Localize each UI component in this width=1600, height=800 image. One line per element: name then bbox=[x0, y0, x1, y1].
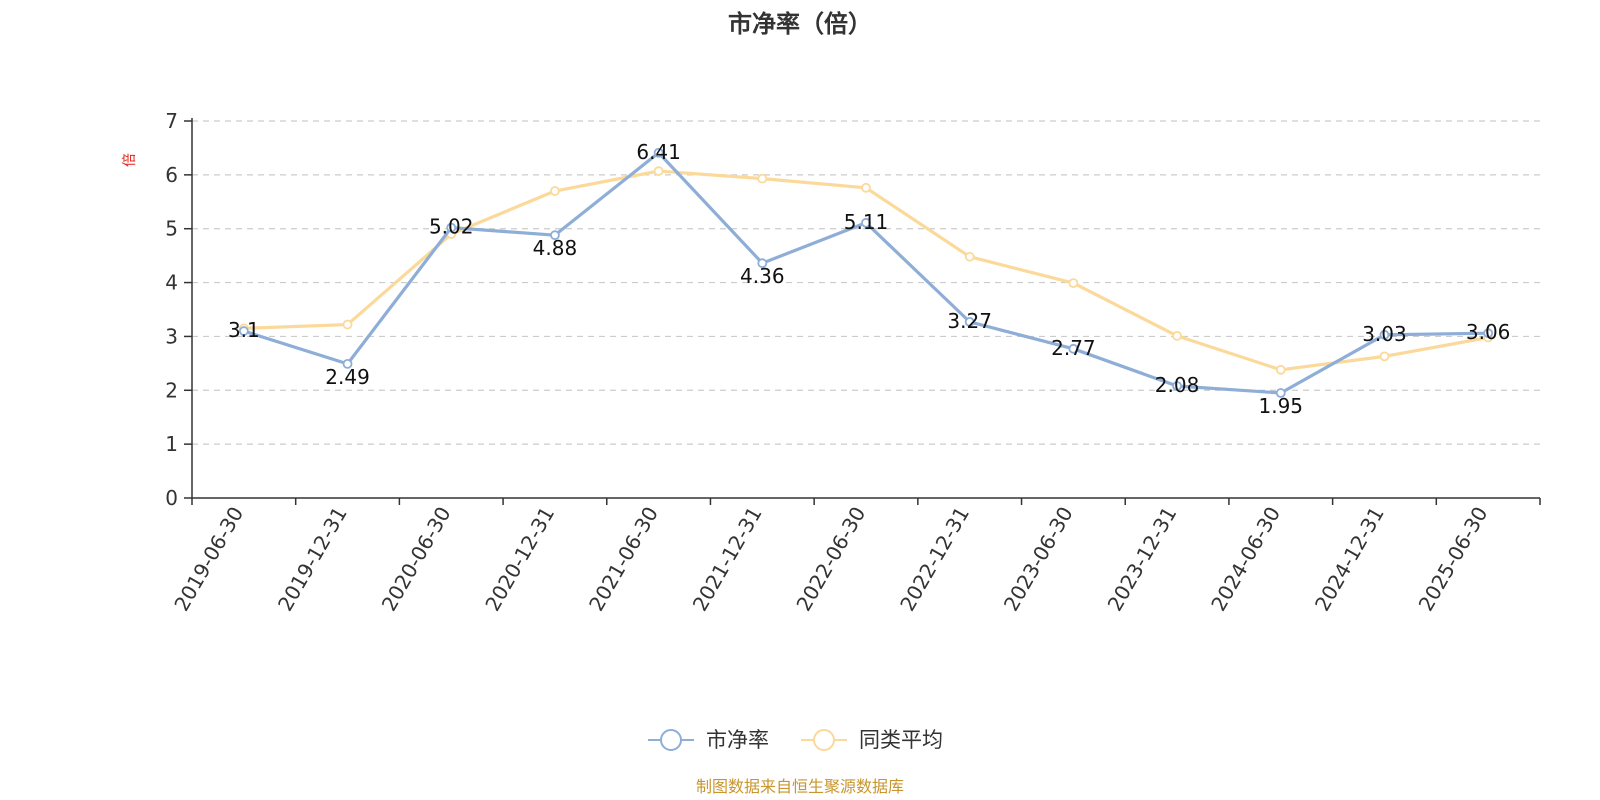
y-tick-label: 2 bbox=[165, 378, 178, 402]
data-point-peer-avg bbox=[964, 251, 975, 262]
x-tick-label: 2025-06-30 bbox=[1414, 503, 1493, 616]
data-point-pb bbox=[342, 358, 353, 369]
data-point-peer-avg bbox=[550, 186, 560, 196]
x-tick-label: 2024-12-31 bbox=[1310, 503, 1389, 616]
data-label: 3.06 bbox=[1466, 320, 1511, 344]
data-point-pb bbox=[1068, 343, 1079, 354]
data-point-pb bbox=[1172, 381, 1182, 391]
data-label: 6.41 bbox=[636, 140, 681, 164]
y-tick-label: 1 bbox=[165, 432, 178, 456]
legend-pb-label: 市净率 bbox=[706, 728, 769, 752]
x-tick-label: 2019-06-30 bbox=[169, 503, 248, 616]
legend-peer-avg-marker bbox=[813, 729, 835, 751]
y-tick-label: 4 bbox=[165, 271, 178, 295]
data-point-peer-avg bbox=[1068, 278, 1079, 289]
y-tick-label: 5 bbox=[165, 217, 178, 241]
data-source-note: 制图数据来自恒生聚源数据库 bbox=[696, 777, 904, 796]
data-point-peer-avg bbox=[342, 319, 353, 330]
x-tick-label: 2022-06-30 bbox=[791, 503, 870, 616]
x-tick-label: 2021-12-31 bbox=[688, 503, 767, 616]
data-point-pb bbox=[653, 147, 664, 158]
x-tick-label: 2023-06-30 bbox=[999, 503, 1078, 616]
data-label: 4.88 bbox=[533, 236, 578, 260]
legend-peer-avg-label: 同类平均 bbox=[859, 728, 943, 752]
legend-item-peer-avg[interactable]: 同类平均 bbox=[801, 728, 943, 752]
data-point-pb bbox=[446, 222, 457, 233]
data-point-pb bbox=[1275, 388, 1286, 398]
data-label: 3.03 bbox=[1362, 322, 1407, 346]
data-label: 2.49 bbox=[325, 365, 370, 389]
y-tick-label: 3 bbox=[165, 324, 178, 348]
series-lines bbox=[238, 147, 1494, 398]
data-point-peer-avg bbox=[1275, 364, 1286, 375]
y-axis-unit-label: 倍 bbox=[122, 153, 138, 167]
x-tick-label: 2021-06-30 bbox=[584, 503, 663, 616]
x-tick-label: 2024-06-30 bbox=[1206, 503, 1285, 616]
y-tick-label: 7 bbox=[165, 109, 178, 133]
y-tick-label: 6 bbox=[165, 163, 178, 187]
x-tick-label: 2020-12-31 bbox=[480, 503, 559, 616]
x-tick-label: 2023-12-31 bbox=[1103, 503, 1182, 616]
data-point-peer-avg bbox=[653, 166, 664, 176]
data-point-peer-avg bbox=[1172, 330, 1182, 341]
grid-lines bbox=[192, 120, 1540, 445]
data-point-peer-avg bbox=[757, 173, 768, 184]
data-labels: 3.1 2.49 5.02 4.88 6.41 4.36 5.11 3.27 2.77 2.08 1… bbox=[228, 140, 1510, 418]
data-point-peer-avg bbox=[1379, 351, 1390, 362]
legend-pb-marker bbox=[660, 729, 682, 751]
legend-item-pb[interactable]: 市净率 bbox=[648, 728, 769, 752]
data-label: 2.08 bbox=[1155, 373, 1200, 397]
data-label: 5.02 bbox=[429, 215, 474, 239]
data-label: 3.1 bbox=[228, 318, 260, 342]
data-point-pb bbox=[238, 326, 249, 336]
x-tick-label: 2019-12-31 bbox=[273, 503, 352, 616]
data-point-pb bbox=[550, 230, 560, 241]
data-point-pb bbox=[1483, 328, 1494, 339]
data-label: 3.27 bbox=[947, 309, 992, 333]
data-point-peer-avg bbox=[861, 182, 871, 193]
data-point-pb bbox=[757, 258, 768, 269]
data-label: 5.11 bbox=[844, 210, 889, 234]
data-point-pb bbox=[964, 316, 975, 327]
x-tick-label: 2022-12-31 bbox=[895, 503, 974, 616]
data-label: 1.95 bbox=[1259, 394, 1304, 418]
data-point-pb bbox=[1379, 329, 1390, 340]
data-point-pb bbox=[861, 217, 871, 228]
x-tick-label: 2020-06-30 bbox=[377, 503, 456, 616]
legend: 市净率 同类平均 bbox=[648, 728, 943, 752]
data-label: 2.77 bbox=[1051, 336, 1096, 360]
chart-title: 市净率（倍） bbox=[728, 10, 872, 38]
y-tick-label: 0 bbox=[165, 486, 178, 510]
series-line-peer-avg bbox=[243, 169, 1489, 372]
data-label: 4.36 bbox=[740, 264, 785, 288]
